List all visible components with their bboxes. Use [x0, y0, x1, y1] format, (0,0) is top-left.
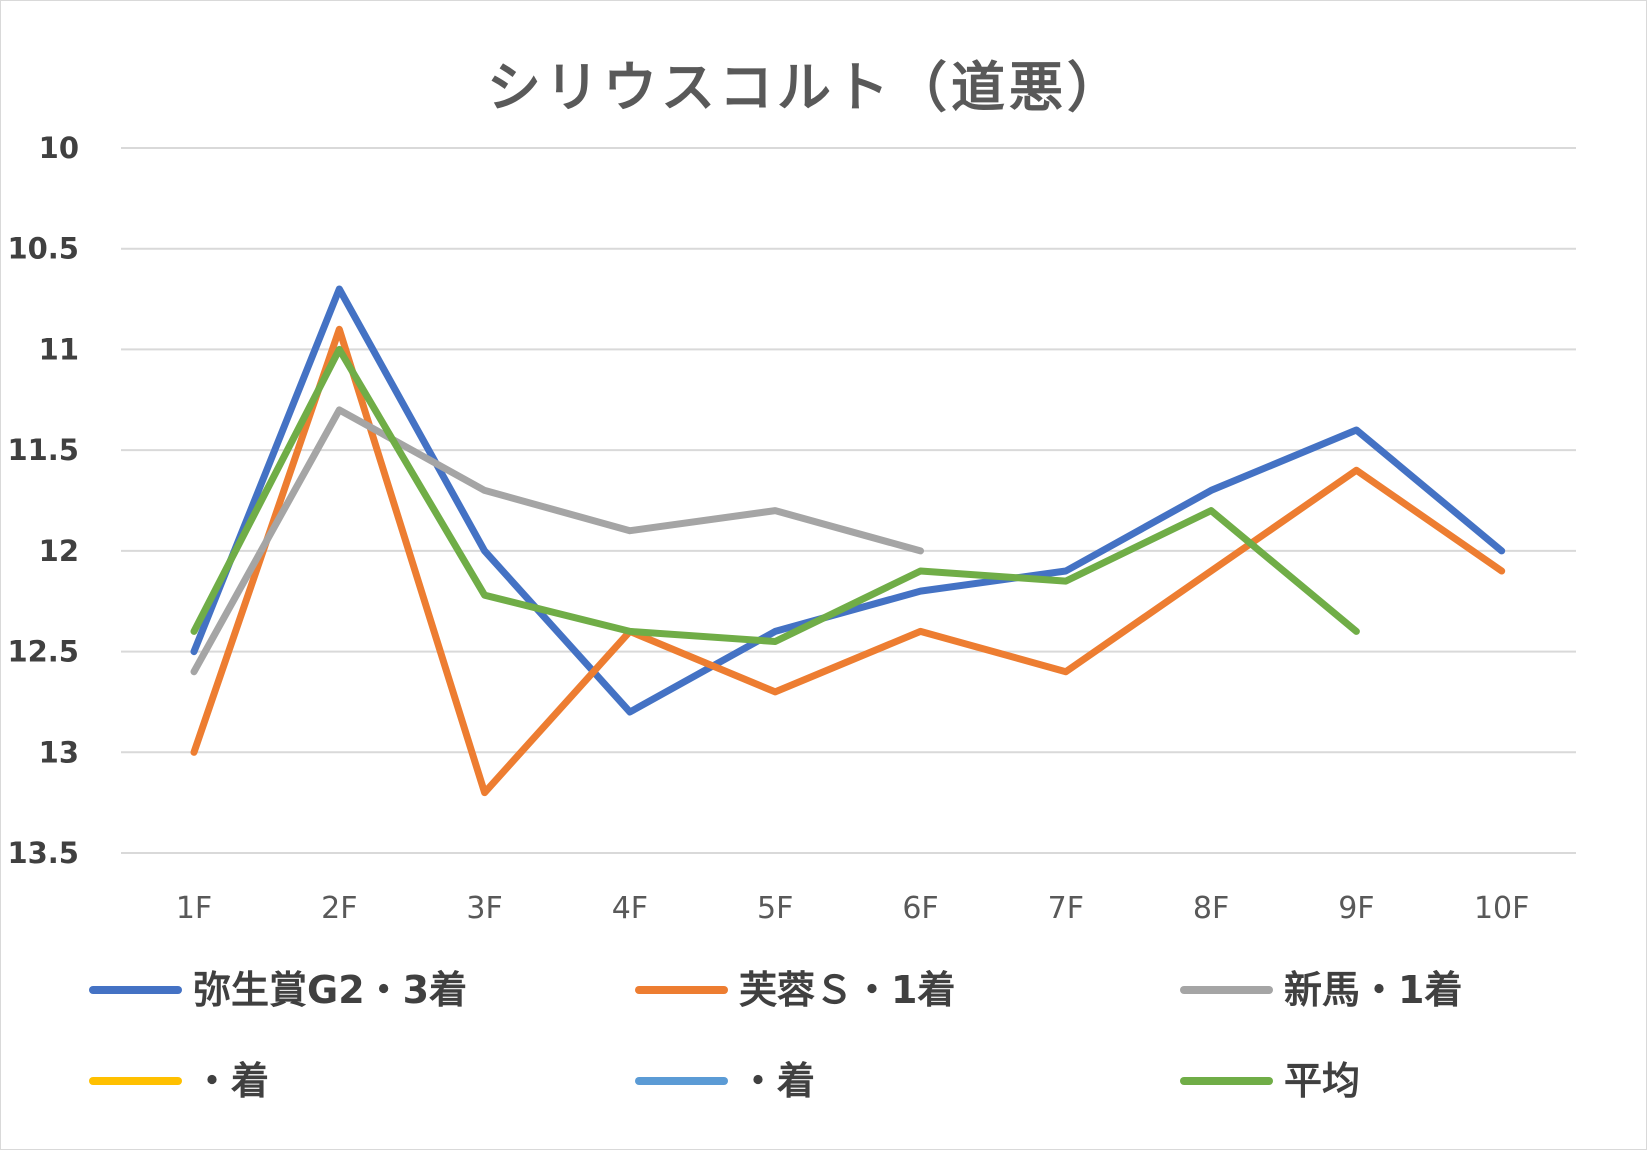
y-tick-label: 13.5	[7, 836, 79, 870]
legend-label: 芙蓉Ｓ・1着	[739, 968, 955, 1012]
series-line	[190, 285, 1506, 716]
legend-label: 新馬・1着	[1284, 968, 1462, 1012]
y-tick-label: 12.5	[7, 635, 79, 669]
x-tick-label: 5F	[757, 891, 793, 926]
legend-label: ・着	[739, 1059, 815, 1103]
series-line	[190, 406, 924, 676]
x-tick-label: 7F	[1048, 891, 1084, 926]
x-tick-label: 1F	[176, 891, 212, 926]
x-tick-label: 8F	[1193, 891, 1229, 926]
x-tick-label: 6F	[902, 891, 938, 926]
series-line	[190, 325, 1506, 797]
x-tick-label: 4F	[612, 891, 648, 926]
gridlines	[121, 147, 1576, 854]
x-axis-ticks: 1F 2F 3F 4F 5F 6F 7F 8F 9F 10F	[176, 891, 1530, 926]
y-tick-label: 10.5	[7, 232, 79, 266]
y-tick-label: 13	[39, 735, 79, 769]
y-tick-label: 11.5	[7, 433, 79, 467]
series-line	[190, 345, 1360, 645]
legend-label: ・着	[193, 1059, 269, 1103]
y-tick-label: 11	[39, 332, 79, 366]
legend-label: 弥生賞G2・3着	[193, 968, 467, 1012]
y-axis-ticks: 10 10.5 11 11.5 12 12.5 13 13.5	[7, 131, 79, 870]
legend-label: 平均	[1284, 1059, 1360, 1103]
y-tick-label: 10	[39, 131, 79, 165]
legend: 弥生賞G2・3着 芙蓉Ｓ・1着 新馬・1着・着 ・着 平均	[89, 968, 1462, 1103]
y-tick-label: 12	[39, 534, 79, 568]
series-lines	[190, 285, 1506, 797]
x-tick-label: 2F	[321, 891, 357, 926]
x-tick-label: 10F	[1474, 891, 1529, 926]
x-tick-label: 9F	[1338, 891, 1374, 926]
x-tick-label: 3F	[466, 891, 502, 926]
chart-title: シリウスコルト（道悪）	[487, 56, 1125, 119]
